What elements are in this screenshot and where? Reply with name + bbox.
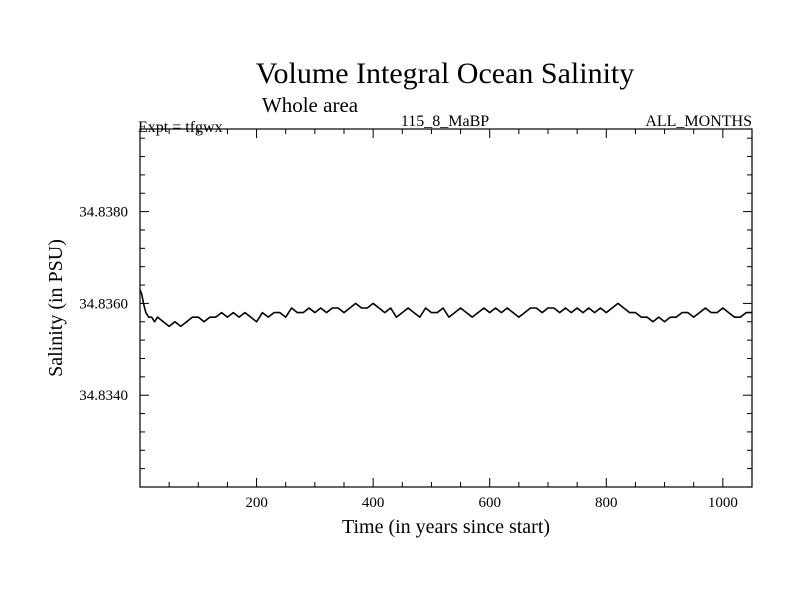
y-tick-label: 34.8360 [79,296,128,312]
plot-frame [139,128,753,488]
period-label: 115_8_MaBP [401,113,489,130]
chart-subtitle: Whole area [262,93,359,117]
x-tick-label: 1000 [708,495,738,511]
x-axis-label: Time (in years since start) [342,516,550,538]
y-axis-label: Salinity (in PSU) [45,239,67,377]
x-tick-label: 200 [245,495,268,511]
x-tick-label: 600 [478,495,501,511]
x-tick-labels: 200 400 600 800 1000 [245,495,738,511]
y-tick-labels: 34.8340 34.8360 34.8380 [79,205,128,405]
x-tick-label: 800 [595,495,618,511]
axis-ticks [140,129,752,487]
y-tick-label: 34.8380 [79,205,128,221]
experiment-label: Expt = tfgwx [138,119,223,136]
chart-title: Volume Integral Ocean Salinity [256,57,635,90]
salinity-series-line [139,289,752,328]
y-tick-label: 34.8340 [79,388,128,404]
months-label: ALL_MONTHS [645,113,752,130]
x-tick-label: 400 [362,495,385,511]
